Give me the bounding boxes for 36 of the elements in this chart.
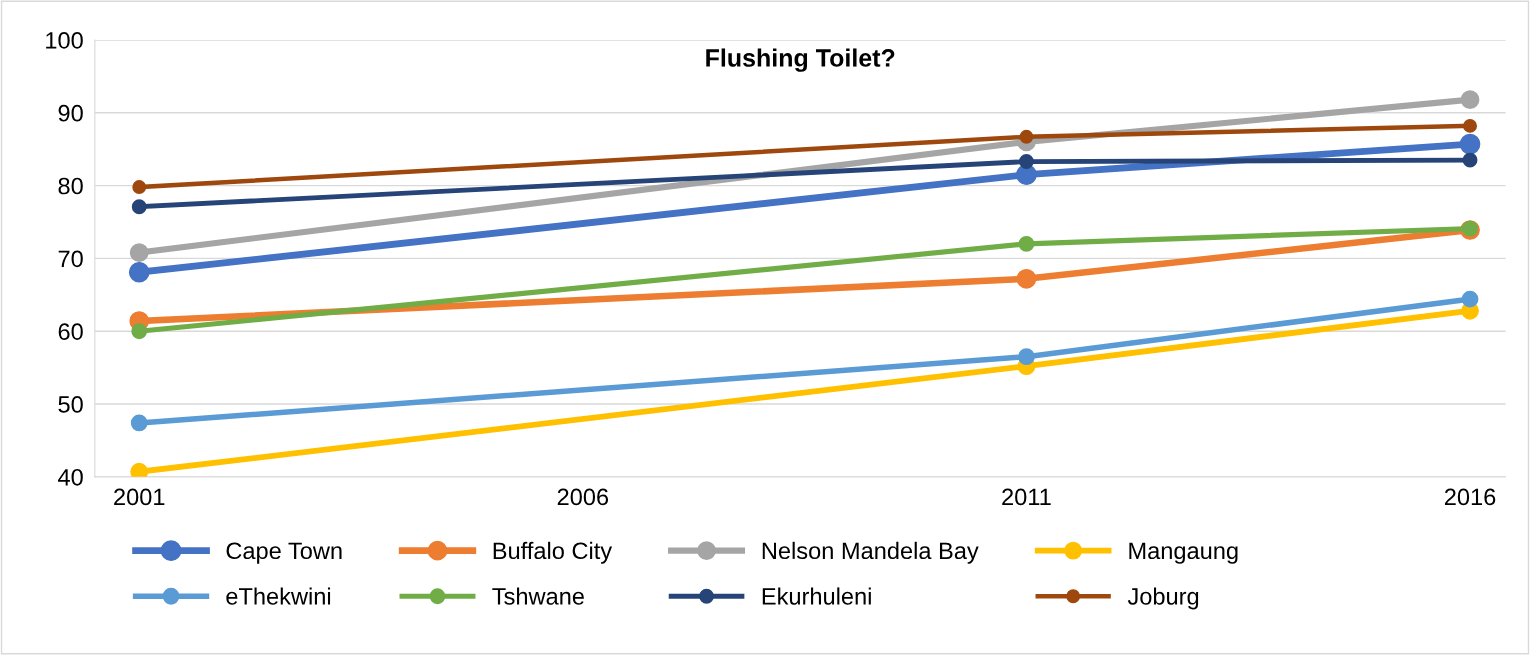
legend-label: Cape Town [226,542,342,564]
point [1018,154,1034,169]
x-tick-label: 2001 [114,488,165,506]
legend-label: eThekwini [226,587,331,605]
point [1461,290,1479,308]
point [1463,118,1477,133]
y-tick-label: 100 [46,32,83,49]
point [132,180,147,194]
legend-label: Ekurhuleni [762,587,871,605]
y-tick-label: 50 [58,396,83,413]
point [1018,348,1035,366]
point [1019,129,1034,144]
x-tick-label: 2016 [1444,488,1496,506]
y-tick-label: 80 [58,177,83,195]
point [131,199,147,215]
point [1460,90,1480,110]
y-tick-label: 40 [58,468,83,486]
point [1018,235,1035,252]
point [131,323,148,340]
legend-label: Buffalo City [493,541,613,564]
legend-label: Mangaung [1129,542,1238,564]
chart-title: Flushing Toilet? [706,48,895,72]
x-tick-label: 2011 [1002,488,1051,506]
x-tick-label: 2006 [557,488,609,506]
legend-label: Tshwane [492,587,584,605]
legend-label: Nelson Mandela Bay [762,541,979,564]
legend-label: Joburg [1127,587,1199,610]
y-tick-label: 60 [58,323,83,340]
y-tick-label: 70 [58,250,83,268]
point [130,414,148,432]
point [1462,152,1478,168]
point [129,243,149,262]
y-tick-label: 90 [58,104,83,122]
point [128,261,150,283]
point [1016,268,1037,289]
point [1459,133,1481,155]
